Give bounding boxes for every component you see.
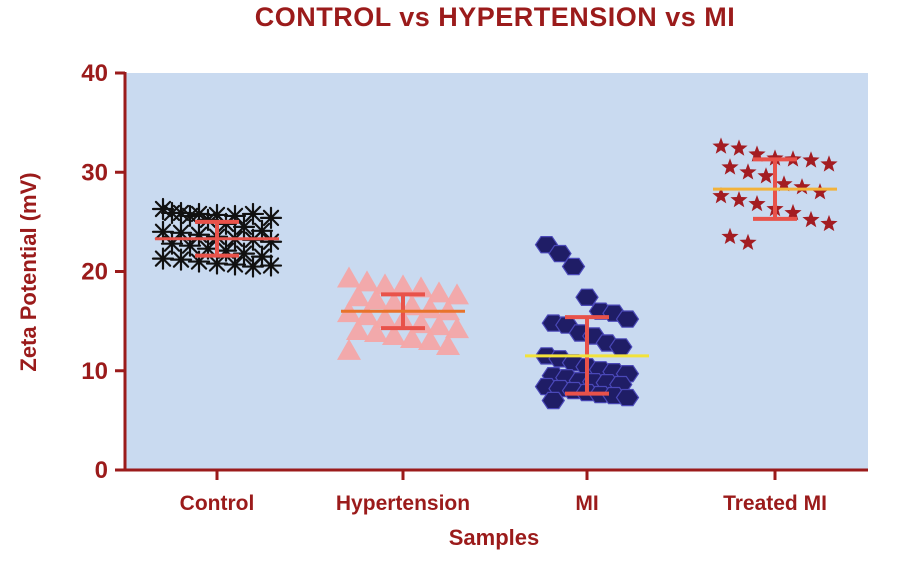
y-tick-label: 30 <box>81 159 108 186</box>
triangle-point <box>364 321 388 343</box>
triangle-point <box>445 283 469 305</box>
star-point <box>820 214 838 232</box>
triangle-point <box>418 297 442 319</box>
asterisk-point <box>151 247 175 270</box>
star-point <box>721 227 739 244</box>
hexagon-point <box>609 338 633 356</box>
star-point <box>802 151 820 168</box>
triangle-point <box>427 281 451 303</box>
triangle-point <box>337 338 361 360</box>
asterisk-point <box>259 230 283 253</box>
x-tick-label: Treated MI <box>723 492 827 515</box>
triangle-point <box>355 270 379 292</box>
triangle-point <box>346 285 370 307</box>
star-point <box>712 187 730 204</box>
y-axis-title: Zeta Potential (mV) <box>16 172 41 371</box>
star-point <box>712 137 730 154</box>
triangle-point <box>382 324 406 346</box>
x-tick-label: Control <box>180 492 255 515</box>
hexagon-point <box>615 388 640 407</box>
y-tick-label: 40 <box>81 60 108 87</box>
star-point <box>739 163 757 180</box>
x-tick-label: MI <box>575 492 598 515</box>
star-point <box>784 203 802 221</box>
hexagon-point <box>615 310 640 328</box>
triangle-point <box>400 326 424 348</box>
triangle-point <box>391 274 415 296</box>
triangle-point <box>409 276 433 298</box>
asterisk-point <box>160 232 184 255</box>
star-point <box>739 233 757 250</box>
star-point <box>757 167 775 184</box>
asterisk-point <box>259 206 283 230</box>
star-point <box>820 155 838 172</box>
star-point <box>730 139 748 156</box>
star-point <box>802 210 820 228</box>
triangle-point <box>418 328 442 350</box>
triangle-point <box>427 314 451 336</box>
asterisk-point <box>169 248 193 271</box>
plot-area <box>125 73 868 470</box>
asterisk-point <box>178 204 202 228</box>
asterisk-point <box>241 202 265 226</box>
y-tick-label: 0 <box>95 457 108 484</box>
star-point <box>775 175 793 192</box>
star-point <box>730 191 748 208</box>
triangle-point <box>355 304 379 326</box>
triangle-point <box>373 307 397 329</box>
triangle-point <box>445 317 469 339</box>
star-point <box>748 145 766 162</box>
star-point <box>721 158 739 175</box>
asterisk-point <box>232 242 256 265</box>
star-point <box>811 183 829 200</box>
star-point <box>748 195 766 212</box>
triangle-point <box>373 273 397 295</box>
triangle-point <box>436 333 460 355</box>
asterisk-point <box>187 223 211 246</box>
chart-title: CONTROL vs HYPERTENSION vs MI <box>254 2 736 32</box>
y-tick-label: 10 <box>81 358 108 385</box>
asterisk-point <box>223 253 247 276</box>
x-axis-title: Samples <box>449 525 540 550</box>
triangle-point <box>337 266 361 288</box>
asterisk-point <box>160 201 184 225</box>
hexagon-point <box>561 257 586 276</box>
asterisk-point <box>232 215 256 238</box>
triangle-point <box>382 291 406 313</box>
asterisk-point <box>259 254 283 277</box>
hexagon-point <box>541 391 566 410</box>
triangle-point <box>346 319 370 341</box>
y-tick-label: 20 <box>81 259 108 286</box>
hexagon-point <box>575 288 599 306</box>
triangle-point <box>364 288 388 310</box>
asterisk-point <box>241 255 265 278</box>
x-tick-label: Hypertension <box>336 492 470 515</box>
star-point <box>793 178 811 195</box>
